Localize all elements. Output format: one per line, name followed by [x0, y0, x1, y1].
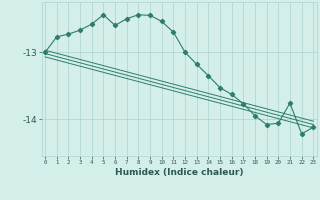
X-axis label: Humidex (Indice chaleur): Humidex (Indice chaleur)	[115, 168, 244, 177]
